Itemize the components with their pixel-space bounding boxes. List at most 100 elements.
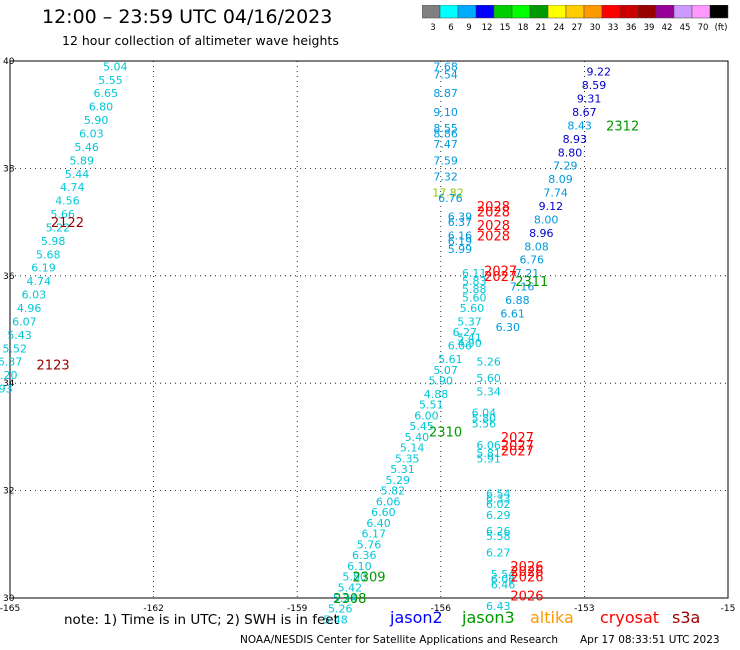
wave-height-point: 6.33 <box>486 493 511 506</box>
wave-height-point: 5.90 <box>429 375 454 388</box>
wave-height-point: 6.88 <box>505 294 530 307</box>
wave-height-point: 5.55 <box>98 74 123 87</box>
legend-swatch <box>655 5 675 19</box>
wave-height-point: 6.43 <box>486 600 511 613</box>
legend-swatch <box>439 5 459 19</box>
wave-height-point: 4.88 <box>424 388 449 401</box>
wave-height-point: 5.35 <box>395 452 420 465</box>
wave-height-point: 5.82 <box>381 485 406 498</box>
y-tick-label: 40 <box>3 57 15 67</box>
legend-label: 36 <box>626 23 637 33</box>
track-label: 2027 <box>484 270 517 285</box>
wave-height-point: 5.93 <box>0 383 13 396</box>
wave-height-point: 7.54 <box>433 68 458 81</box>
wave-height-point: 6.03 <box>22 289 47 302</box>
track-label: 2028 <box>477 230 510 245</box>
legend-label: 18 <box>518 23 529 33</box>
track-label: 2311 <box>515 275 548 290</box>
wave-height-point: 4.96 <box>17 302 42 315</box>
x-tick-label: -162 <box>143 604 163 614</box>
wave-height-point: 5.88 <box>462 283 487 296</box>
wave-height-point: 5.34 <box>476 385 501 398</box>
wave-height-point: 5.83 <box>462 275 487 288</box>
wave-height-point: 5.37 <box>457 315 482 328</box>
wave-height-point: 5.51 <box>419 399 444 412</box>
wave-height-point: 5.99 <box>448 243 473 256</box>
legend-label: 3 <box>430 23 435 33</box>
legend-swatch <box>709 5 729 19</box>
legend-swatch <box>457 5 477 19</box>
wave-height-point: 6.19 <box>448 235 473 248</box>
wave-height-point: 5.29 <box>385 474 410 487</box>
legend-label: 30 <box>590 23 601 33</box>
track-label: 2309 <box>352 571 385 586</box>
wave-height-point: 7.29 <box>553 160 578 173</box>
wave-height-point: 5.48 <box>323 613 348 626</box>
wave-height-point: 5.45 <box>409 420 434 433</box>
y-tick-label: 30 <box>3 594 15 604</box>
track-label: 2026 <box>510 571 543 586</box>
wave-height-point: 5.91 <box>476 452 501 465</box>
wave-height-point: 5.90 <box>84 114 109 127</box>
wave-height-point: 5.54 <box>491 568 516 581</box>
track-label: 2027 <box>501 444 534 459</box>
wave-height-point: 5.26 <box>476 356 501 369</box>
wave-height-point: 7.74 <box>543 187 568 200</box>
credit-text: NOAA/NESDIS Center for Satellite Applica… <box>240 634 558 646</box>
wave-height-point: 6.03 <box>79 127 104 140</box>
wave-height-point: 6.61 <box>500 307 525 320</box>
wave-height-point: 6.27 <box>452 326 477 339</box>
legend-swatch <box>619 5 639 19</box>
wave-height-point: 5.68 <box>36 248 61 261</box>
track-label: 2308 <box>333 592 366 607</box>
y-tick-label: 36 <box>3 272 15 282</box>
track-label-layer: 2122212323122311231023092308202820282028… <box>37 119 640 607</box>
wave-height-point: 8.59 <box>582 79 607 92</box>
wave-height-point: 5.22 <box>46 221 71 234</box>
wave-height-point: 6.80 <box>89 101 114 114</box>
track-label: 2026 <box>510 589 543 604</box>
legend-label: 9 <box>466 23 471 33</box>
legend-swatch <box>601 5 621 19</box>
wave-height-point: 7.32 <box>433 170 458 183</box>
track-label: 2026 <box>510 560 543 575</box>
wave-height-point: 6.16 <box>448 230 473 243</box>
y-tick-label: 32 <box>3 487 14 497</box>
wave-height-point: 6.39 <box>448 211 473 224</box>
wave-height-point: 5.89 <box>70 154 95 167</box>
track-label: 2028 <box>477 219 510 234</box>
wave-height-point: 6.76 <box>438 192 463 205</box>
wave-height-point: 6.00 <box>414 409 439 422</box>
point-layer: 5.045.556.656.805.906.035.465.895.444.74… <box>0 60 611 626</box>
track-label: 2027 <box>501 439 534 454</box>
wave-height-point: 5.14 <box>400 442 425 455</box>
wave-height-point: 6.29 <box>486 509 511 522</box>
wave-height-point: 5.44 <box>65 168 90 181</box>
wave-height-point: 6.02 <box>486 498 511 511</box>
wave-height-point: 6.46 <box>491 579 516 592</box>
x-tick-label: -159 <box>287 604 308 614</box>
wave-height-point: 9.10 <box>433 106 458 119</box>
wave-height-point: 7.68 <box>433 60 458 73</box>
wave-height-point: 8.86 <box>433 127 458 140</box>
legend-swatch <box>673 5 693 19</box>
wave-height-point: 17.82 <box>432 187 464 200</box>
track-label: 2123 <box>37 358 70 373</box>
legend-swatch <box>547 5 567 19</box>
generated-timestamp: Apr 17 08:33:51 UTC 2023 <box>580 634 720 646</box>
legend-label: 15 <box>500 23 511 33</box>
wave-height-point: 9.31 <box>577 93 602 106</box>
wave-height-point: 6.76 <box>519 254 544 267</box>
wave-height-point: 5.43 <box>7 329 32 342</box>
x-tick-label: -165 <box>0 604 20 614</box>
wave-height-point: 6.06 <box>376 495 401 508</box>
wave-height-point: 6.06 <box>491 573 516 586</box>
track-label: 2026 <box>510 565 543 580</box>
wave-height-point: 5.58 <box>486 530 511 543</box>
wave-height-point: 4.90 <box>457 337 482 350</box>
wave-height-point: 5.40 <box>405 431 430 444</box>
satellite-jason3-label: jason3 <box>462 608 515 627</box>
wave-height-point: 5.26 <box>328 603 353 616</box>
legend-label: (ft) <box>715 23 728 33</box>
